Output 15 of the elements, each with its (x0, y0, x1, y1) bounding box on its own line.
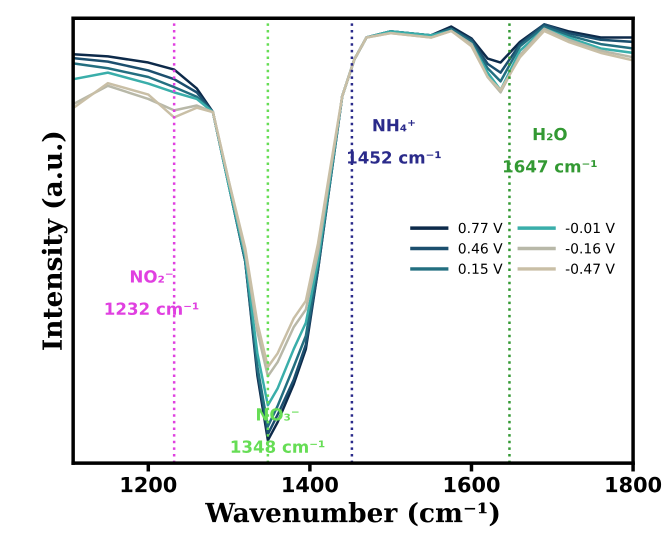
x-tick-label: 1400 (283, 476, 338, 492)
x-tick-label: 1200 (122, 476, 176, 492)
legend-label: -0.01 V (566, 222, 615, 234)
legend-label: 0.15 V (458, 263, 503, 274)
legend-label: 0.46 V (458, 243, 503, 254)
x-tick-label: 1600 (444, 476, 500, 492)
legend-label: -0.47 V (566, 263, 615, 274)
ref-line-label: NH₄⁺ 1452 cm⁻¹ (348, 119, 441, 164)
x-axis-title: Wavenumber (cm⁻¹) (205, 502, 498, 526)
ref-line-label: H₂O 1647 cm⁻¹ (504, 128, 597, 173)
y-axis-title: Intensity (a.u.) (42, 132, 68, 350)
legend-label: 0.77 V (458, 222, 503, 234)
ref-line-label: NO₂⁻ 1232 cm⁻¹ (106, 270, 198, 316)
legend-label: -0.16 V (566, 243, 615, 254)
x-tick-label: 1800 (606, 476, 662, 492)
